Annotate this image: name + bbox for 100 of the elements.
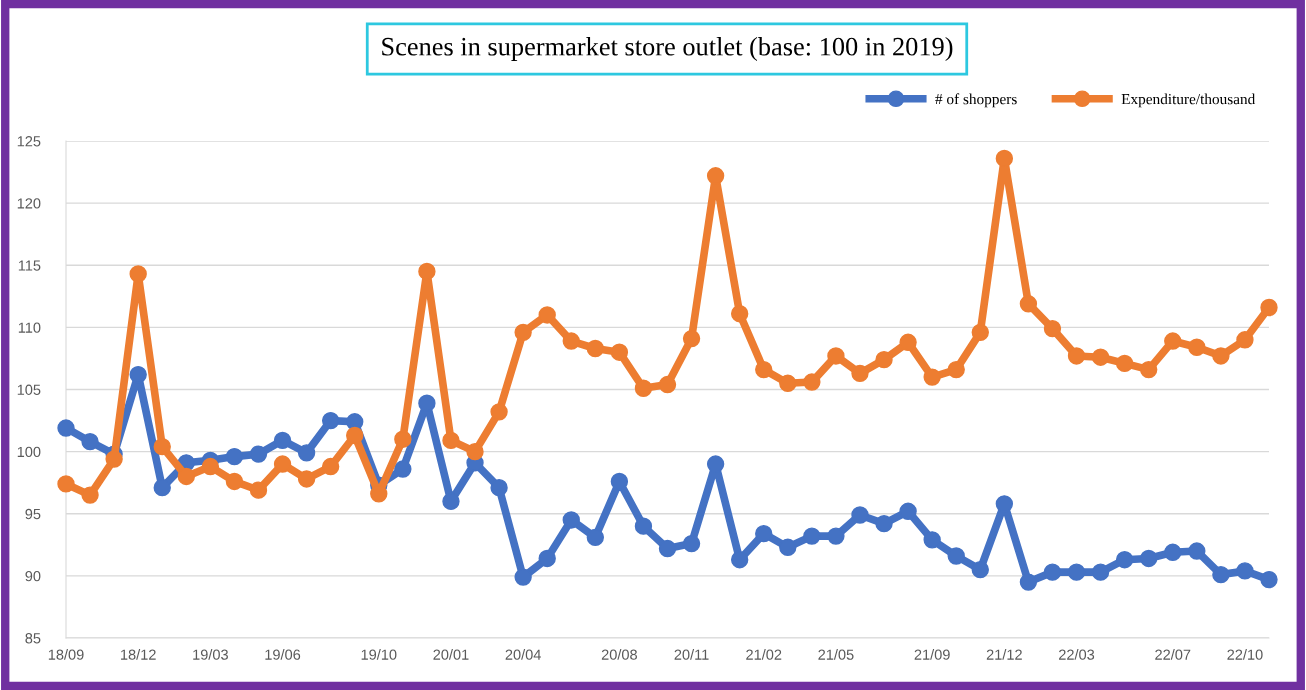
y-tick-label: 120 [17,198,41,209]
point [779,538,797,556]
point [803,527,821,545]
point [490,478,508,497]
point [249,445,268,463]
point [634,517,653,535]
point [129,365,147,384]
point [225,472,244,491]
point [394,460,412,478]
point [730,551,749,569]
point [995,495,1014,513]
point [1067,347,1086,365]
point [658,375,677,394]
point [875,350,893,369]
point [803,373,821,391]
point [1164,543,1182,561]
point [1212,565,1230,584]
x-tick-label: 19/10 [361,649,397,660]
point [57,419,75,437]
point [514,568,532,586]
x-tick-label: 22/10 [1227,649,1263,660]
point [1188,542,1206,560]
point [1236,331,1254,349]
point [153,437,171,456]
point [1043,319,1062,338]
x-tick-label: 20/04 [505,649,541,660]
point [1260,298,1278,317]
x-tick-label: 18/12 [121,649,156,660]
point [562,332,580,350]
x-tick-label: 19/06 [265,649,301,660]
point [105,450,123,468]
point [442,492,460,511]
point [562,511,580,529]
point [81,433,99,451]
point [995,149,1014,168]
point [923,531,941,549]
point [899,333,917,351]
point [490,403,508,421]
point [1164,332,1182,350]
point [971,323,989,342]
point [610,343,629,361]
y-tick-label: 105 [17,384,41,395]
y-tick-label: 100 [17,446,41,458]
point [1043,563,1062,581]
point [321,457,340,476]
point [1188,338,1206,356]
x-tick-label: 22/03 [1059,649,1095,660]
point [634,379,653,397]
point [682,329,701,348]
point [297,470,316,488]
x-tick-label: 19/03 [193,649,228,660]
point [1260,570,1278,589]
point [514,323,532,342]
point [586,339,605,358]
point [1091,348,1110,366]
y-tick-label: 115 [18,260,41,271]
point [129,265,147,283]
point [827,527,845,545]
point [1140,549,1158,568]
point [658,539,677,558]
point [971,560,989,579]
point [418,394,436,412]
point [755,360,773,379]
x-tick-label: 21/02 [746,649,782,660]
x-tick-label: 20/01 [433,649,469,660]
point [706,167,725,185]
point [346,426,364,445]
y-tick-label: 125 [17,136,41,147]
point [899,502,917,520]
point [706,455,725,473]
x-tick-label: 22/07 [1155,649,1191,660]
point [81,486,99,504]
y-tick-label: 90 [25,570,41,582]
x-tick-label: 18/09 [48,649,84,660]
point [851,506,869,524]
point [466,442,484,461]
point [442,431,460,450]
point [249,481,268,499]
point [875,515,893,533]
point [57,475,75,493]
point [225,447,244,466]
point [538,549,556,568]
point [297,444,316,462]
point [321,411,340,430]
point [827,347,845,365]
x-tick-label: 21/05 [818,649,854,660]
point [755,524,773,543]
point [418,262,436,281]
point [779,374,797,392]
point [201,457,220,476]
point [1019,573,1038,591]
y-tick-label: 95 [25,508,41,520]
point [273,455,292,473]
legend-label: # of shoppers [935,93,1017,108]
point [538,306,556,324]
point [1212,347,1230,365]
point [394,430,412,448]
point [923,368,941,386]
point [947,360,965,379]
point [1067,563,1086,581]
